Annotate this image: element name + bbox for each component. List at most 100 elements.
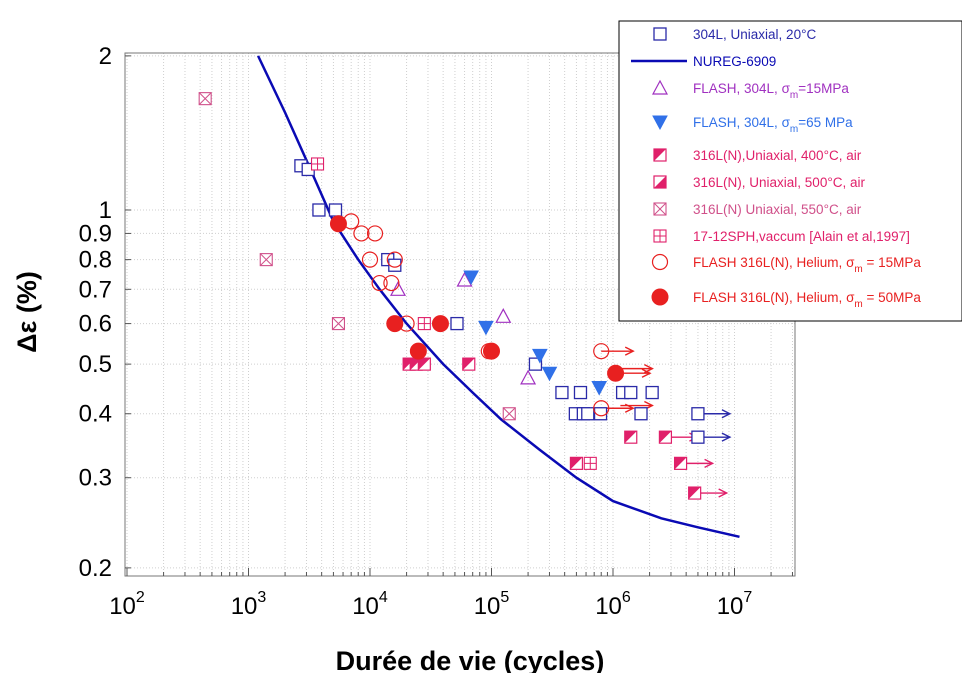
y-tick-label: 2 [99, 43, 112, 70]
circle-mark [386, 251, 403, 268]
marker-square-open [653, 27, 667, 41]
marker-half-square-lower-left [462, 357, 476, 371]
marker-square-open [388, 258, 402, 272]
square-mark [312, 203, 326, 217]
circle-mark [483, 342, 500, 360]
circle-mark [593, 343, 610, 360]
marker-half-square-lower-right [653, 175, 667, 189]
x-tick-label: 103 [231, 589, 267, 620]
square-mark [691, 430, 705, 444]
square-mark [450, 316, 464, 331]
cross-mark [332, 317, 345, 330]
marker-square-open [555, 385, 569, 400]
marker-square-plus [310, 157, 325, 171]
x-axis-title: Durée de vie (cycles) [336, 646, 605, 673]
marker-triangle-up-open [520, 369, 537, 385]
circle-mark [353, 225, 370, 242]
marker-half-square-lower-left [673, 456, 688, 470]
circle-mark [329, 215, 347, 233]
legend-label: 316L(N),Uniaxial, 400°C, air [693, 148, 862, 163]
x-tick-label: 106 [595, 589, 631, 620]
marker-circle-open [366, 225, 384, 242]
marker-circle-open [651, 253, 669, 271]
marker-triangle-up-open [456, 271, 473, 287]
marker-half-square-lower-left [653, 148, 667, 162]
y-tick-label: 1 [99, 197, 112, 224]
cross-mark [259, 253, 273, 266]
marker-square-x [502, 407, 516, 421]
marker-square-open [528, 357, 543, 371]
half-fill-mark [674, 457, 687, 470]
circle-mark [371, 274, 388, 292]
triangle-mark [520, 369, 537, 385]
square-mark [645, 385, 659, 400]
marker-triangle-up-open [495, 308, 512, 323]
marker-circle-filled [329, 215, 347, 233]
marker-square-open [691, 430, 705, 444]
triangle-mark [463, 270, 479, 286]
circle-mark [593, 400, 610, 417]
arrow-head [718, 488, 729, 498]
half-fill-mark [570, 457, 583, 470]
marker-circle-filled [651, 288, 669, 306]
marker-square-x [331, 317, 346, 331]
legend-label: NUREG-6909 [693, 54, 776, 69]
marker-triangle-down-filled [532, 348, 548, 364]
circle-mark [607, 364, 625, 382]
marker-circle-open [371, 274, 388, 292]
grid-lines [125, 53, 795, 576]
y-tick-label: 0.3 [79, 465, 112, 492]
triangle-mark [495, 308, 512, 323]
arrow-head [624, 346, 635, 356]
y-tick-labels: 0.2 0.3 0.4 0.5 0.6 0.70.80.91 2 [79, 43, 112, 582]
arrow-head [721, 432, 732, 442]
half-fill-mark [462, 358, 475, 371]
x-tick-label: 107 [717, 589, 753, 620]
arrow-head [641, 368, 652, 378]
triangle-mark [591, 381, 608, 396]
marker-circle-open [593, 343, 610, 360]
marker-half-square-lower-left [417, 357, 431, 371]
marker-triangle-down-filled [541, 366, 558, 382]
circle-mark [386, 315, 404, 333]
legend-label: FLASH, 304L, σm=65 MPa [693, 115, 853, 135]
plot-area [198, 55, 740, 539]
marker-square-x [198, 92, 212, 106]
marker-square-x [259, 253, 273, 267]
y-tick-label: 0.7 [79, 276, 112, 303]
circle-mark [651, 288, 669, 306]
arrow-head [721, 409, 732, 419]
arrow-head [704, 458, 715, 468]
marker-circle-open [386, 251, 403, 268]
legend-label: FLASH 316L(N), Helium, σm = 15MPa [693, 255, 921, 275]
marker-triangle-down-filled [478, 320, 494, 336]
marker-square-open [624, 385, 638, 400]
marker-triangle-up-open [651, 79, 669, 95]
marker-square-plus [583, 456, 597, 470]
x-tick-label: 102 [109, 589, 145, 620]
marker-square-plus [653, 229, 667, 243]
x-tick-labels: 102 103 104 105 106 107 [109, 589, 752, 620]
marker-circle-filled [607, 364, 625, 382]
marker-half-square-lower-left [624, 430, 638, 444]
triangle-mark [541, 366, 558, 382]
marker-circle-open [361, 251, 379, 268]
half-fill-mark [418, 358, 431, 371]
triangle-mark [389, 281, 407, 296]
square-mark [653, 27, 667, 41]
marker-circle-open [353, 225, 370, 242]
marker-square-plus [417, 317, 431, 331]
square-mark [388, 258, 402, 272]
legend-label: 304L, Uniaxial, 20°C [693, 27, 816, 42]
square-mark [634, 407, 648, 421]
circle-mark [361, 251, 379, 268]
marker-square-open [581, 407, 595, 421]
y-tick-label: 0.9 [79, 220, 112, 247]
marker-circle-open [383, 274, 400, 292]
legend-label: 17-12SPH,vaccum [Alain et al,1997] [693, 229, 910, 244]
y-tick-label: 0.2 [79, 555, 112, 582]
y-tick-label: 0.4 [79, 401, 112, 428]
triangle-mark [652, 115, 668, 131]
square-mark [691, 407, 705, 421]
